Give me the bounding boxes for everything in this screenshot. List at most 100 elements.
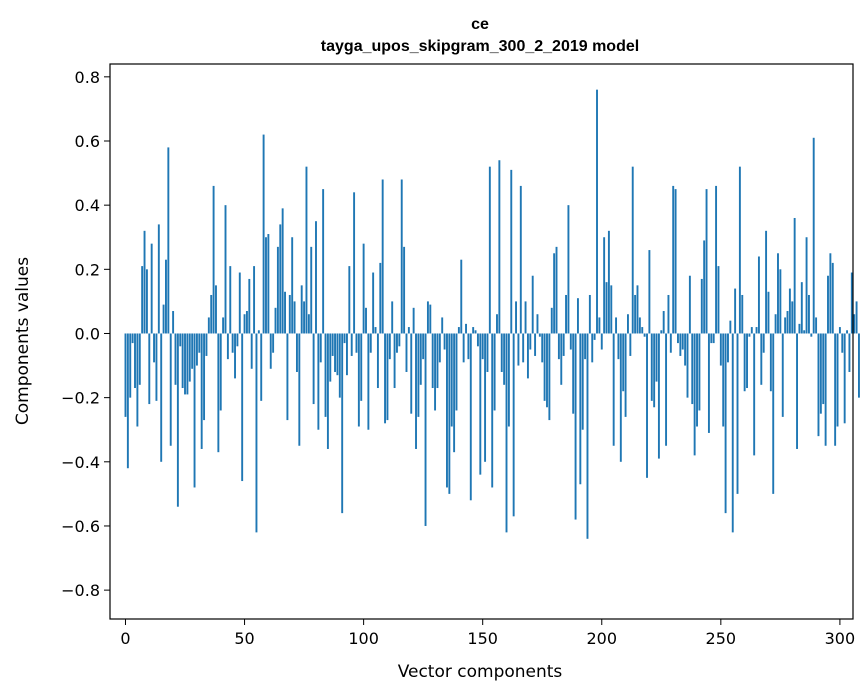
- bar-213: [631, 166, 634, 334]
- bar-16: [162, 304, 165, 334]
- bar-59: [265, 237, 267, 334]
- bar-262: [748, 333, 751, 337]
- bar-258: [738, 166, 741, 334]
- bar-286: [805, 237, 808, 334]
- bar-155: [493, 333, 496, 411]
- bar-123: [417, 333, 420, 417]
- bar-113: [393, 333, 396, 389]
- bar-156: [496, 314, 498, 334]
- y-tick-label: −0.4: [61, 453, 100, 472]
- bar-267: [760, 333, 763, 385]
- bar-276: [781, 333, 784, 417]
- bar-151: [484, 333, 487, 462]
- bar-107: [379, 262, 382, 334]
- y-tick-label: 0.8: [75, 68, 100, 87]
- bar-161: [507, 333, 510, 427]
- bar-306: [853, 314, 856, 334]
- bar-27: [188, 333, 191, 382]
- bar-226: [662, 311, 665, 334]
- bar-274: [777, 253, 779, 334]
- bar-121: [412, 307, 415, 334]
- bar-131: [436, 333, 439, 389]
- bar-292: [819, 333, 822, 414]
- y-tick-label: 0.4: [75, 196, 100, 215]
- bar-84: [324, 333, 327, 417]
- bar-43: [226, 333, 229, 360]
- bar-125: [422, 333, 425, 360]
- bar-255: [731, 333, 734, 533]
- bar-222: [653, 333, 656, 408]
- bar-97: [355, 333, 358, 353]
- bar-10: [148, 333, 151, 405]
- bar-296: [829, 253, 832, 334]
- bar-277: [784, 317, 787, 334]
- bar-101: [365, 307, 367, 334]
- bar-191: [579, 333, 582, 485]
- bar-214: [634, 294, 637, 334]
- bar-275: [779, 269, 782, 334]
- bar-184: [562, 333, 565, 356]
- bar-62: [272, 333, 275, 353]
- bar-1: [126, 333, 129, 469]
- bar-169: [526, 333, 529, 379]
- bar-37: [212, 185, 215, 334]
- bar-149: [479, 333, 482, 475]
- bar-126: [424, 333, 427, 526]
- bar-148: [476, 333, 479, 347]
- bar-103: [369, 333, 372, 353]
- bar-129: [431, 333, 434, 389]
- bar-61: [269, 333, 272, 369]
- bar-205: [612, 333, 615, 446]
- bar-57: [260, 333, 263, 401]
- bar-152: [486, 333, 489, 372]
- bar-228: [667, 294, 670, 334]
- bar-293: [822, 333, 825, 405]
- bar-60: [267, 234, 270, 334]
- bar-53: [250, 333, 253, 369]
- bar-173: [536, 314, 539, 334]
- bar-294: [824, 333, 827, 446]
- bar-225: [660, 330, 663, 334]
- bar-256: [734, 288, 737, 334]
- bar-12: [153, 333, 156, 363]
- plot-frame: [109, 63, 854, 620]
- x-tick-label: 200: [586, 629, 617, 648]
- bar-185: [565, 294, 567, 334]
- bar-168: [524, 301, 527, 334]
- bar-164: [515, 301, 517, 334]
- bar-143: [465, 323, 467, 334]
- bar-93: [346, 333, 348, 376]
- bar-158: [500, 333, 503, 372]
- bar-98: [357, 333, 360, 427]
- bar-207: [617, 333, 620, 360]
- bar-231: [674, 189, 677, 334]
- bar-70: [291, 237, 294, 334]
- bar-194: [586, 333, 589, 539]
- bar-9: [145, 269, 148, 334]
- bar-50: [243, 314, 246, 334]
- bar-55: [255, 333, 258, 533]
- bar-252: [724, 333, 727, 514]
- bar-142: [462, 333, 465, 363]
- y-tick-label: 0.0: [75, 324, 100, 343]
- bar-94: [348, 266, 351, 334]
- bar-36: [210, 294, 213, 334]
- bar-172: [534, 333, 537, 356]
- bar-30: [195, 333, 198, 366]
- bar-87: [331, 333, 334, 356]
- bar-40: [219, 333, 222, 411]
- bar-288: [810, 333, 813, 337]
- bar-283: [798, 323, 801, 334]
- bar-82: [319, 333, 322, 363]
- bar-195: [588, 294, 591, 334]
- chart-title: ce: [471, 16, 489, 33]
- x-tick-label: 250: [706, 629, 737, 648]
- bar-215: [636, 285, 639, 334]
- bar-3: [131, 333, 134, 344]
- bar-95: [350, 333, 353, 356]
- bar-118: [405, 333, 408, 372]
- bar-78: [310, 246, 313, 334]
- bar-104: [372, 272, 375, 334]
- bar-289: [812, 137, 815, 334]
- bar-112: [391, 301, 394, 334]
